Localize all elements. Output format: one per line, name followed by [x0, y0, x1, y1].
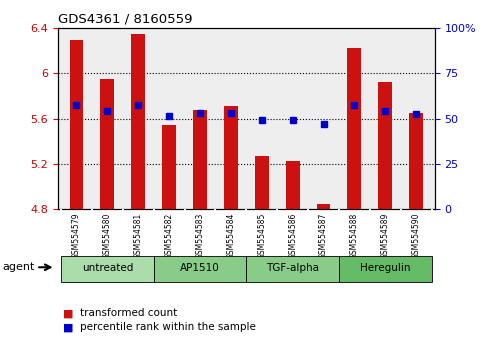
Text: GSM554587: GSM554587: [319, 212, 328, 259]
Bar: [162, 125, 176, 209]
Text: ■: ■: [63, 308, 73, 318]
Text: GSM554590: GSM554590: [412, 212, 421, 259]
Bar: [347, 47, 361, 209]
Bar: [286, 161, 299, 209]
Text: Heregulin: Heregulin: [360, 263, 411, 274]
Bar: [255, 156, 269, 209]
Text: GSM554581: GSM554581: [134, 212, 143, 259]
Text: TGF-alpha: TGF-alpha: [266, 263, 319, 274]
Bar: [246, 256, 339, 282]
Text: GSM554585: GSM554585: [257, 212, 266, 259]
Text: untreated: untreated: [82, 263, 133, 274]
Bar: [61, 256, 154, 282]
Text: GDS4361 / 8160559: GDS4361 / 8160559: [58, 12, 192, 25]
Bar: [100, 79, 114, 209]
Bar: [339, 256, 432, 282]
Text: percentile rank within the sample: percentile rank within the sample: [80, 322, 256, 332]
Bar: [378, 82, 392, 209]
Text: GSM554583: GSM554583: [196, 212, 204, 259]
Bar: [131, 34, 145, 209]
Text: GSM554580: GSM554580: [103, 212, 112, 259]
Text: GSM554579: GSM554579: [72, 212, 81, 259]
Bar: [193, 110, 207, 209]
Text: transformed count: transformed count: [80, 308, 177, 318]
Text: GSM554582: GSM554582: [165, 212, 173, 259]
Bar: [409, 113, 423, 209]
Text: agent: agent: [2, 262, 35, 272]
Text: GSM554584: GSM554584: [227, 212, 235, 259]
Text: GSM554588: GSM554588: [350, 212, 359, 259]
Bar: [224, 106, 238, 209]
Text: GSM554586: GSM554586: [288, 212, 297, 259]
Text: GSM554589: GSM554589: [381, 212, 390, 259]
Bar: [154, 256, 246, 282]
Bar: [70, 40, 84, 209]
Text: AP1510: AP1510: [180, 263, 220, 274]
Bar: [316, 204, 330, 209]
Text: ■: ■: [63, 322, 73, 332]
